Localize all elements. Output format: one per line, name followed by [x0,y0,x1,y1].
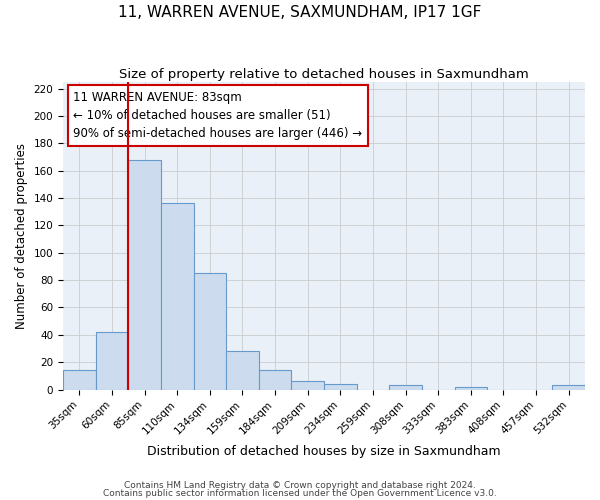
Title: Size of property relative to detached houses in Saxmundham: Size of property relative to detached ho… [119,68,529,80]
Bar [324,384,356,390]
Text: Contains public sector information licensed under the Open Government Licence v3: Contains public sector information licen… [103,488,497,498]
Bar [63,370,95,390]
Bar [161,204,194,390]
Bar [259,370,292,390]
Bar [194,274,226,390]
Bar [95,332,128,390]
Text: 11 WARREN AVENUE: 83sqm
← 10% of detached houses are smaller (51)
90% of semi-de: 11 WARREN AVENUE: 83sqm ← 10% of detache… [73,91,362,140]
X-axis label: Distribution of detached houses by size in Saxmundham: Distribution of detached houses by size … [147,444,501,458]
Bar [128,160,161,390]
Y-axis label: Number of detached properties: Number of detached properties [15,142,28,328]
Text: 11, WARREN AVENUE, SAXMUNDHAM, IP17 1GF: 11, WARREN AVENUE, SAXMUNDHAM, IP17 1GF [118,5,482,20]
Bar [553,386,585,390]
Bar [455,387,487,390]
Bar [389,386,422,390]
Bar [292,382,324,390]
Bar [226,352,259,390]
Text: Contains HM Land Registry data © Crown copyright and database right 2024.: Contains HM Land Registry data © Crown c… [124,481,476,490]
